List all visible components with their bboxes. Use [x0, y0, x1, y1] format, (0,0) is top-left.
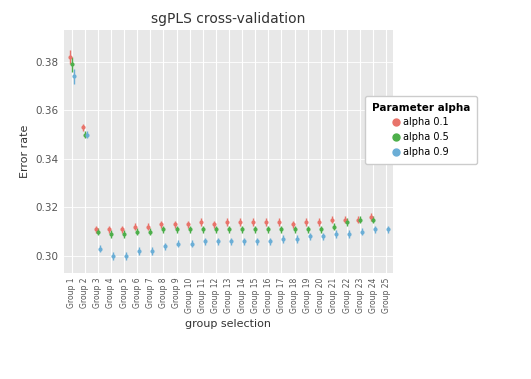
X-axis label: group selection: group selection — [185, 319, 271, 329]
Legend: alpha 0.1, alpha 0.5, alpha 0.9: alpha 0.1, alpha 0.5, alpha 0.9 — [365, 96, 477, 164]
Y-axis label: Error rate: Error rate — [20, 125, 30, 178]
Title: sgPLS cross-validation: sgPLS cross-validation — [151, 13, 305, 27]
